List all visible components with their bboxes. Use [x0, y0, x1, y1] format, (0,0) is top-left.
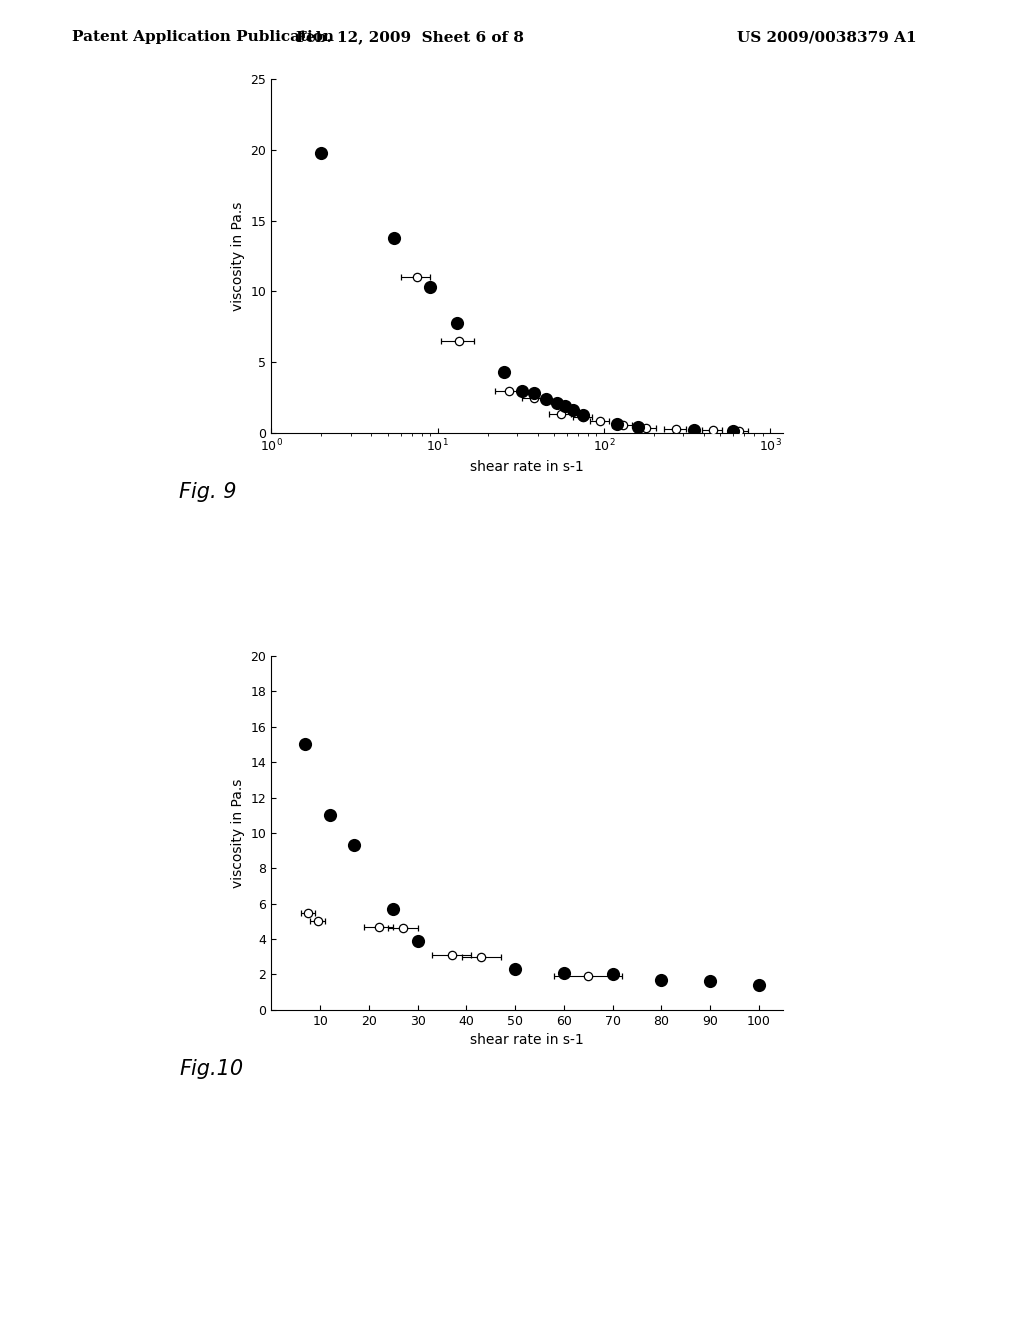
- Text: Patent Application Publication: Patent Application Publication: [72, 30, 334, 45]
- Point: [686, 420, 702, 441]
- Point: [322, 805, 338, 826]
- Point: [751, 974, 767, 995]
- Text: Fig.10: Fig.10: [179, 1059, 244, 1078]
- Point: [556, 962, 572, 983]
- Point: [507, 958, 523, 979]
- Point: [385, 899, 401, 920]
- Point: [574, 404, 591, 425]
- Point: [630, 417, 646, 438]
- Point: [297, 734, 313, 755]
- Point: [604, 964, 621, 985]
- X-axis label: shear rate in s-1: shear rate in s-1: [470, 459, 585, 474]
- Point: [513, 380, 529, 401]
- Point: [422, 277, 438, 298]
- Point: [609, 414, 626, 436]
- Text: Feb. 12, 2009  Sheet 6 of 8: Feb. 12, 2009 Sheet 6 of 8: [296, 30, 523, 45]
- Point: [410, 931, 426, 952]
- Point: [526, 383, 543, 404]
- Point: [549, 392, 565, 413]
- Text: Fig. 9: Fig. 9: [179, 482, 237, 502]
- Point: [702, 972, 719, 993]
- Point: [346, 834, 362, 855]
- Point: [496, 362, 512, 383]
- X-axis label: shear rate in s-1: shear rate in s-1: [470, 1034, 585, 1047]
- Point: [449, 312, 465, 333]
- Y-axis label: viscosity in Pa.s: viscosity in Pa.s: [231, 779, 245, 887]
- Point: [313, 143, 330, 164]
- Point: [556, 396, 572, 417]
- Text: US 2009/0038379 A1: US 2009/0038379 A1: [737, 30, 916, 45]
- Point: [538, 388, 554, 409]
- Y-axis label: viscosity in Pa.s: viscosity in Pa.s: [231, 202, 245, 310]
- Point: [725, 421, 741, 442]
- Point: [564, 400, 581, 421]
- Point: [386, 227, 402, 248]
- Point: [653, 969, 670, 990]
